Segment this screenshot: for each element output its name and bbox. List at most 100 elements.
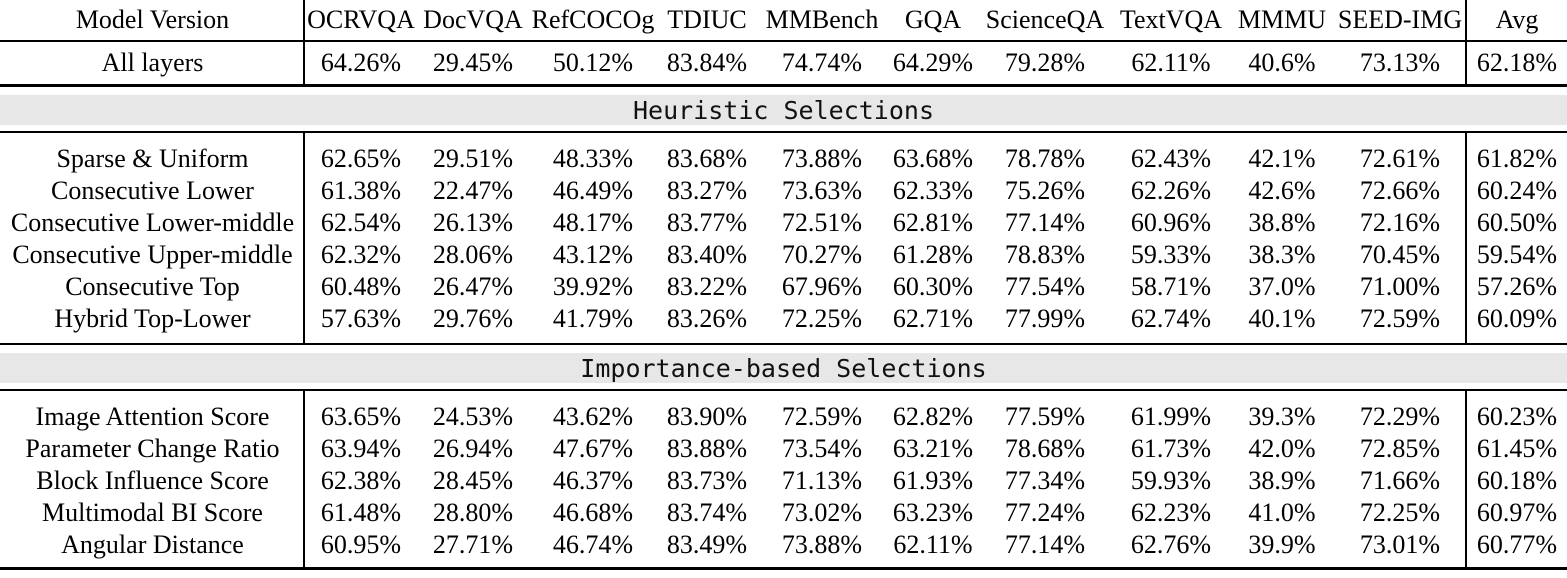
importance-section-region: Image Attention Score 63.65% 24.53% 43.62% 8…	[0, 391, 1567, 567]
metric-value: 60.95%	[320, 530, 402, 559]
horizontal-rule	[0, 131, 1567, 133]
metric-value: 59.93%	[1130, 466, 1212, 495]
row-label: Multimodal BI Score	[42, 498, 263, 527]
metric-value: 46.74%	[552, 530, 634, 559]
section-header-band-importance: Importance-based Selections	[0, 353, 1567, 383]
metric-value: 77.54%	[1004, 272, 1086, 301]
metric-value: 72.85%	[1359, 434, 1441, 463]
metric-value: 29.51%	[432, 144, 514, 173]
table-row: Consecutive Lower 61.38% 22.47% 46.49% 83.27…	[0, 175, 1567, 207]
metric-value: 62.26%	[1130, 176, 1212, 205]
metric-value: 61.99%	[1130, 402, 1212, 431]
metric-value: 73.88%	[781, 530, 863, 559]
metric-value: 62.43%	[1130, 144, 1212, 173]
metric-value: 61.73%	[1130, 434, 1212, 463]
row-label: Consecutive Top	[65, 272, 240, 301]
horizontal-rule	[0, 84, 1567, 87]
bottom-rule	[0, 567, 1567, 570]
metric-value: 39.92%	[552, 272, 634, 301]
avg-value: 60.09%	[1476, 304, 1558, 333]
metric-value: 24.53%	[432, 402, 514, 431]
metric-value: 83.73%	[666, 466, 748, 495]
table-row: Hybrid Top-Lower 57.63% 29.76% 41.79% 83.26%…	[0, 303, 1567, 335]
metric-value: 60.96%	[1130, 208, 1212, 237]
avg-value: 59.54%	[1476, 240, 1558, 269]
metric-value: 29.45%	[432, 48, 514, 77]
column-divider	[303, 0, 305, 84]
metric-value: 61.93%	[892, 466, 974, 495]
metric-value: 83.74%	[666, 498, 748, 527]
avg-value: 61.82%	[1476, 144, 1558, 173]
row-label: Block Influence Score	[36, 466, 269, 495]
metric-value: 71.66%	[1359, 466, 1441, 495]
metric-value: 62.74%	[1130, 304, 1212, 333]
metric-value: 62.32%	[320, 240, 402, 269]
metric-value: 42.1%	[1248, 144, 1316, 173]
metric-value: 67.96%	[781, 272, 863, 301]
table-head-region: Model Version OCRVQA DocVQA RefCOCOg TDI…	[0, 0, 1567, 84]
metric-value: 38.8%	[1248, 208, 1316, 237]
row-label: Consecutive Upper-middle	[12, 240, 293, 269]
metric-value: 77.59%	[1004, 402, 1086, 431]
metric-value: 40.1%	[1248, 304, 1316, 333]
table-row: Parameter Change Ratio 63.94% 26.94% 47.67%…	[0, 433, 1567, 465]
table-row: All layers 64.26% 29.45% 50.12% 83.84% 74.74%…	[0, 42, 1567, 84]
metric-value: 75.26%	[1004, 176, 1086, 205]
row-label: Hybrid Top-Lower	[54, 304, 251, 333]
metric-value: 62.76%	[1130, 530, 1212, 559]
metric-value: 83.77%	[666, 208, 748, 237]
column-header-docvqa: DocVQA	[423, 5, 523, 34]
metric-value: 83.49%	[666, 530, 748, 559]
metric-value: 22.47%	[432, 176, 514, 205]
metric-value: 63.94%	[320, 434, 402, 463]
metric-value: 70.27%	[781, 240, 863, 269]
avg-value: 60.18%	[1476, 466, 1558, 495]
metric-value: 71.00%	[1359, 272, 1441, 301]
column-divider	[303, 133, 305, 343]
table-row: Image Attention Score 63.65% 24.53% 43.62% 8…	[0, 401, 1567, 433]
metric-value: 83.84%	[666, 48, 748, 77]
heuristic-section-region: Sparse & Uniform 62.65% 29.51% 48.33% 83.68%…	[0, 133, 1567, 343]
avg-value: 60.23%	[1476, 402, 1558, 431]
metric-value: 83.90%	[666, 402, 748, 431]
metric-value: 77.24%	[1004, 498, 1086, 527]
metric-value: 74.74%	[781, 48, 863, 77]
metric-value: 72.59%	[1359, 304, 1441, 333]
metric-value: 27.71%	[432, 530, 514, 559]
avg-value: 60.77%	[1476, 530, 1558, 559]
metric-value: 63.65%	[320, 402, 402, 431]
metric-value: 26.13%	[432, 208, 514, 237]
table-row: Angular Distance 60.95% 27.71% 46.74% 83.49%…	[0, 529, 1567, 561]
metric-value: 83.68%	[666, 144, 748, 173]
metric-value: 43.62%	[552, 402, 634, 431]
metric-value: 62.81%	[892, 208, 974, 237]
metric-value: 28.80%	[432, 498, 514, 527]
column-header-gqa: GQA	[904, 5, 962, 34]
metric-value: 62.11%	[893, 530, 973, 559]
metric-value: 62.33%	[892, 176, 974, 205]
metric-value: 41.79%	[552, 304, 634, 333]
metric-value: 58.71%	[1130, 272, 1212, 301]
heuristic-rows-table: Sparse & Uniform 62.65% 29.51% 48.33% 83.68%…	[0, 143, 1567, 335]
metric-value: 72.16%	[1359, 208, 1441, 237]
metric-value: 73.13%	[1359, 48, 1441, 77]
metric-value: 40.6%	[1248, 48, 1316, 77]
metric-value: 62.23%	[1130, 498, 1212, 527]
row-label: Consecutive Lower	[51, 176, 254, 205]
metric-value: 50.12%	[552, 48, 634, 77]
section-header-band-heuristic: Heuristic Selections	[0, 95, 1567, 125]
table-row: Consecutive Upper-middle 62.32% 28.06% 43.1…	[0, 239, 1567, 271]
metric-value: 83.40%	[666, 240, 748, 269]
metric-value: 77.14%	[1004, 530, 1086, 559]
column-divider	[1465, 0, 1467, 84]
metric-value: 42.6%	[1248, 176, 1316, 205]
header-row-table: Model Version OCRVQA DocVQA RefCOCOg TDI…	[0, 0, 1567, 40]
column-header-model-version: Model Version	[75, 5, 230, 34]
metric-value: 62.54%	[320, 208, 402, 237]
horizontal-rule	[0, 389, 1567, 391]
metric-value: 63.23%	[892, 498, 974, 527]
avg-value: 57.26%	[1476, 272, 1558, 301]
metric-value: 83.22%	[666, 272, 748, 301]
metric-value: 46.37%	[552, 466, 634, 495]
metric-value: 47.67%	[552, 434, 634, 463]
